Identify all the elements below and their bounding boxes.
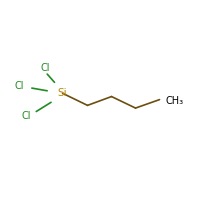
Text: Cl: Cl	[15, 81, 24, 91]
Text: CH₃: CH₃	[166, 96, 184, 106]
Text: Cl: Cl	[41, 63, 50, 73]
Text: Si: Si	[58, 88, 67, 98]
Text: Cl: Cl	[21, 111, 31, 121]
